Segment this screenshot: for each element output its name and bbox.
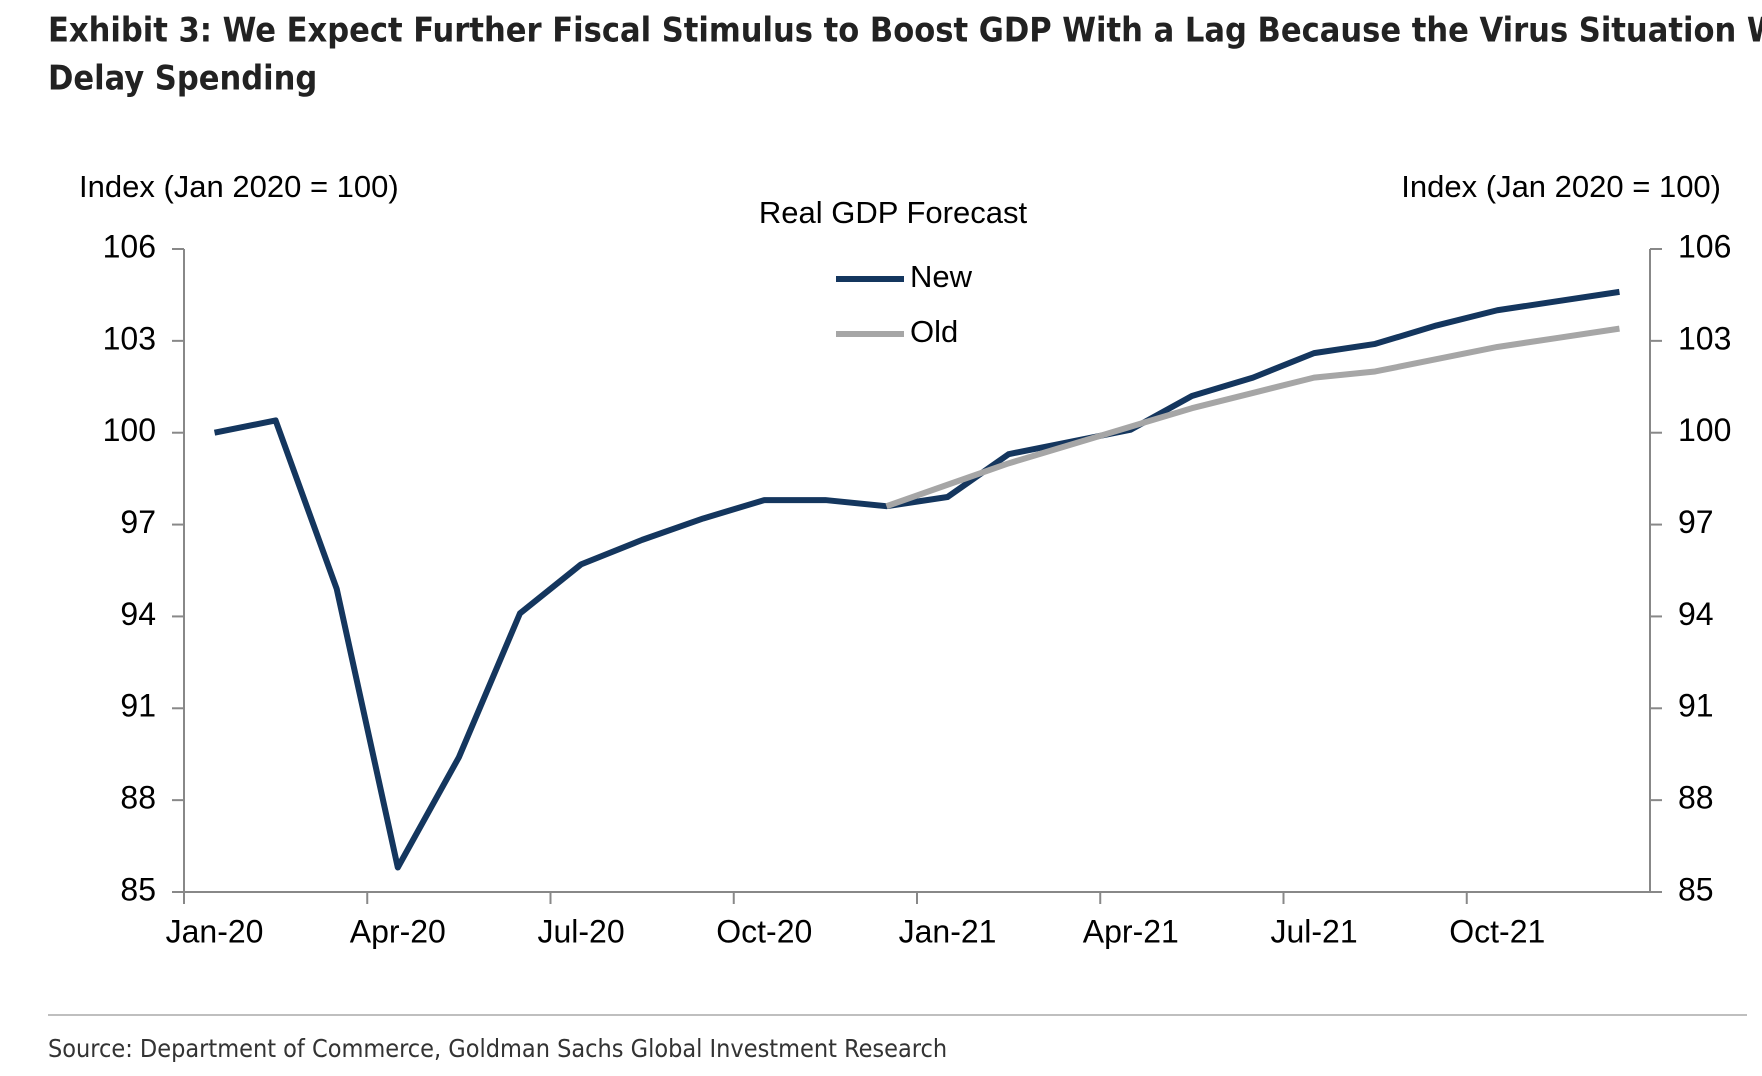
series-line (213, 288, 1620, 871)
y-tick-label: 88 (120, 780, 156, 816)
y-tick-label: 103 (103, 320, 156, 356)
y-tick-label: 97 (120, 504, 156, 540)
y2-tick-label: 106 (1678, 228, 1731, 264)
y2-tick-label: 91 (1678, 688, 1714, 724)
y-tick-label: 91 (120, 688, 156, 724)
chart-title-line: Delay Spending (48, 59, 317, 99)
y-axis-label: Index (Jan 2020 = 100) (79, 169, 399, 204)
y2-tick-label: 100 (1678, 412, 1731, 448)
x-tick-label: Oct-21 (1449, 913, 1545, 949)
x-tick-label: Jul-21 (1270, 913, 1357, 949)
x-tick-label: Jan-21 (899, 913, 997, 949)
x-tick-label: Apr-20 (350, 913, 446, 949)
x-tick-label: Jul-20 (537, 913, 624, 949)
chart-title-line: Exhibit 3: We Expect Further Fiscal Stim… (48, 11, 1762, 51)
y-tick-label: 100 (103, 412, 156, 448)
y2-tick-label: 85 (1678, 871, 1714, 907)
y2-tick-label: 88 (1678, 780, 1714, 816)
legend-title: Real GDP Forecast (759, 195, 1028, 230)
x-tick-label: Oct-20 (716, 913, 812, 949)
y2-tick-label: 103 (1678, 320, 1731, 356)
y-tick-label: 94 (120, 596, 156, 632)
y-tick-label: 106 (103, 228, 156, 264)
y2-axis-label: Index (Jan 2020 = 100) (1401, 169, 1721, 204)
y2-tick-label: 94 (1678, 596, 1714, 632)
series-line (885, 325, 1620, 510)
legend-label: New (910, 259, 973, 294)
x-tick-label: Apr-21 (1083, 913, 1179, 949)
x-tick-label: Jan-20 (166, 913, 264, 949)
source: Source: Department of Commerce, Goldman … (48, 1034, 947, 1063)
legend-label: Old (910, 314, 958, 349)
y2-tick-label: 97 (1678, 504, 1714, 540)
y-tick-label: 85 (120, 871, 156, 907)
